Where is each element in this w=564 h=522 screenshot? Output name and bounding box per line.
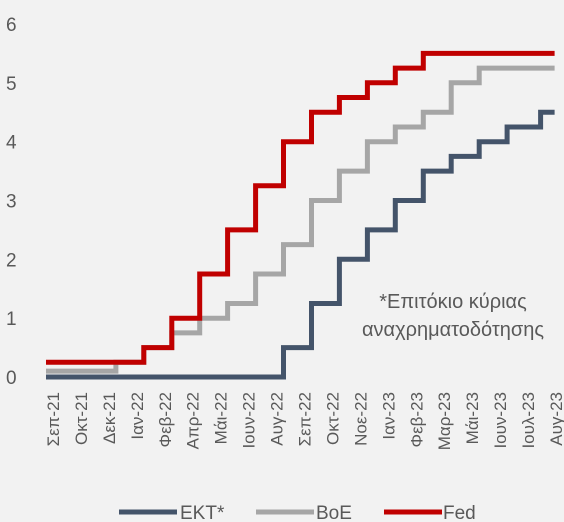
x-tick-label: Φεβ-22: [156, 392, 175, 448]
x-tick-label: Σεπ-21: [44, 392, 63, 446]
x-tick-label: Φεβ-23: [407, 392, 426, 448]
x-tick-label: Δεκ-21: [100, 392, 119, 444]
chart-annotation: *Επιτόκιο κύριας αναχρηματοδότησης: [362, 291, 544, 341]
y-tick-label: 1: [6, 309, 17, 330]
legend-label-fed: Fed: [443, 503, 476, 522]
x-tick-label: Σεπ-22: [296, 392, 315, 446]
annotation-line-1: *Επιτόκιο κύριας: [379, 291, 527, 313]
x-tick-label: Ιαν-22: [128, 392, 147, 440]
y-tick-label: 4: [6, 133, 17, 154]
x-tick-label: Νοε-22: [351, 392, 370, 446]
x-tick-label: Ιαν-23: [379, 392, 398, 440]
x-tick-label: Μαρ-23: [435, 392, 454, 450]
y-axis-ticks: 0 1 2 3 4 5 6: [6, 15, 17, 389]
y-tick-label: 0: [6, 368, 17, 389]
annotation-line-2: αναχρηματοδότησης: [362, 319, 544, 341]
x-tick-label: Αυγ-23: [547, 392, 564, 446]
y-tick-label: 2: [6, 250, 17, 271]
legend-label-boe: BoE: [316, 503, 352, 522]
x-tick-label: Οκτ-22: [323, 392, 342, 445]
x-tick-label: Ιουλ-23: [519, 392, 538, 449]
series-lines: [46, 50, 555, 380]
x-tick-label: Ιουν-23: [491, 392, 510, 449]
x-tick-label: Αυγ-22: [268, 392, 287, 446]
legend-label-ekt: ΕΚΤ*: [180, 503, 225, 522]
x-tick-label: Οκτ-21: [72, 392, 91, 445]
x-tick-label: Μάι-23: [463, 392, 482, 444]
x-axis-ticks: Σεπ-21 Οκτ-21 Δεκ-21 Ιαν-22 Φεβ-22 Απρ-22 Μάι-…: [44, 392, 564, 450]
series-line-ekt: [46, 109, 555, 380]
x-tick-label: Μάι-22: [212, 392, 231, 444]
x-tick-label: Απρ-22: [184, 392, 203, 449]
legend: ΕΚΤ* BoE Fed: [119, 503, 476, 522]
x-tick-label: Ιουν-22: [240, 392, 259, 449]
y-tick-label: 6: [6, 15, 17, 36]
series-line-fed: [46, 50, 555, 365]
y-tick-label: 5: [6, 74, 17, 95]
y-tick-label: 3: [6, 192, 17, 213]
